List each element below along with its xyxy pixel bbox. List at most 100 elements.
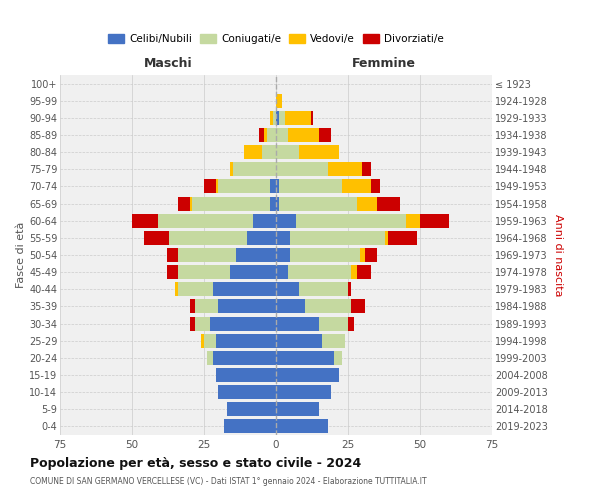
- Bar: [193, 196, 276, 210]
- Bar: [276, 248, 359, 262]
- Bar: [276, 231, 388, 245]
- Bar: [276, 214, 406, 228]
- Text: Femmine: Femmine: [352, 57, 416, 70]
- Bar: [178, 248, 276, 262]
- Bar: [262, 145, 276, 159]
- Bar: [276, 231, 290, 245]
- Bar: [276, 196, 400, 210]
- Bar: [218, 385, 276, 399]
- Bar: [276, 316, 354, 330]
- Bar: [204, 180, 276, 194]
- Bar: [276, 402, 319, 416]
- Bar: [196, 300, 276, 314]
- Bar: [276, 385, 331, 399]
- Bar: [276, 94, 282, 108]
- Bar: [276, 128, 319, 142]
- Bar: [178, 248, 276, 262]
- Bar: [204, 334, 276, 347]
- Bar: [276, 265, 356, 279]
- Bar: [212, 351, 276, 365]
- Legend: Celibi/Nubili, Coniugati/e, Vedovi/e, Divorziati/e: Celibi/Nubili, Coniugati/e, Vedovi/e, Di…: [104, 30, 448, 48]
- Bar: [270, 180, 276, 194]
- Bar: [276, 248, 365, 262]
- Bar: [276, 334, 345, 347]
- Bar: [276, 351, 342, 365]
- Bar: [276, 420, 328, 434]
- Bar: [218, 385, 276, 399]
- Bar: [224, 420, 276, 434]
- Bar: [143, 231, 276, 245]
- Bar: [276, 145, 340, 159]
- Bar: [207, 351, 276, 365]
- Bar: [259, 128, 276, 142]
- Bar: [132, 214, 276, 228]
- Bar: [276, 334, 345, 347]
- Bar: [178, 196, 276, 210]
- Bar: [276, 282, 351, 296]
- Bar: [158, 214, 276, 228]
- Bar: [247, 231, 276, 245]
- Bar: [207, 351, 276, 365]
- Bar: [276, 248, 377, 262]
- Bar: [276, 180, 279, 194]
- Bar: [276, 402, 319, 416]
- Bar: [215, 368, 276, 382]
- Bar: [276, 420, 328, 434]
- Bar: [276, 316, 319, 330]
- Bar: [276, 282, 348, 296]
- Bar: [276, 420, 328, 434]
- Bar: [253, 214, 276, 228]
- Bar: [276, 94, 282, 108]
- Bar: [276, 162, 362, 176]
- Bar: [224, 420, 276, 434]
- Bar: [276, 111, 313, 125]
- Bar: [227, 402, 276, 416]
- Bar: [230, 162, 276, 176]
- Bar: [270, 111, 276, 125]
- Bar: [276, 402, 319, 416]
- Bar: [236, 248, 276, 262]
- Bar: [215, 368, 276, 382]
- Bar: [276, 265, 351, 279]
- Text: COMUNE DI SAN GERMANO VERCELLESE (VC) - Dati ISTAT 1° gennaio 2024 - Elaborazion: COMUNE DI SAN GERMANO VERCELLESE (VC) - …: [30, 478, 427, 486]
- Bar: [175, 282, 276, 296]
- Bar: [276, 162, 328, 176]
- Bar: [218, 180, 276, 194]
- Bar: [265, 128, 276, 142]
- Bar: [210, 316, 276, 330]
- Bar: [212, 282, 276, 296]
- Bar: [276, 368, 340, 382]
- Bar: [276, 111, 284, 125]
- Bar: [218, 300, 276, 314]
- Bar: [276, 300, 351, 314]
- Bar: [276, 351, 334, 365]
- Bar: [276, 265, 371, 279]
- Bar: [276, 180, 342, 194]
- Bar: [178, 265, 276, 279]
- Bar: [178, 265, 276, 279]
- Bar: [276, 282, 299, 296]
- Bar: [215, 334, 276, 347]
- Bar: [224, 420, 276, 434]
- Bar: [233, 162, 276, 176]
- Bar: [175, 282, 276, 296]
- Bar: [227, 402, 276, 416]
- Bar: [196, 316, 276, 330]
- Bar: [169, 231, 276, 245]
- Bar: [230, 162, 276, 176]
- Bar: [215, 368, 276, 382]
- Bar: [270, 111, 276, 125]
- Bar: [276, 300, 365, 314]
- Bar: [276, 128, 331, 142]
- Bar: [276, 368, 340, 382]
- Bar: [276, 231, 417, 245]
- Bar: [276, 316, 348, 330]
- Bar: [270, 196, 276, 210]
- Bar: [276, 214, 420, 228]
- Bar: [276, 351, 342, 365]
- Bar: [276, 300, 305, 314]
- Bar: [218, 385, 276, 399]
- Bar: [276, 196, 356, 210]
- Bar: [276, 128, 287, 142]
- Bar: [196, 300, 276, 314]
